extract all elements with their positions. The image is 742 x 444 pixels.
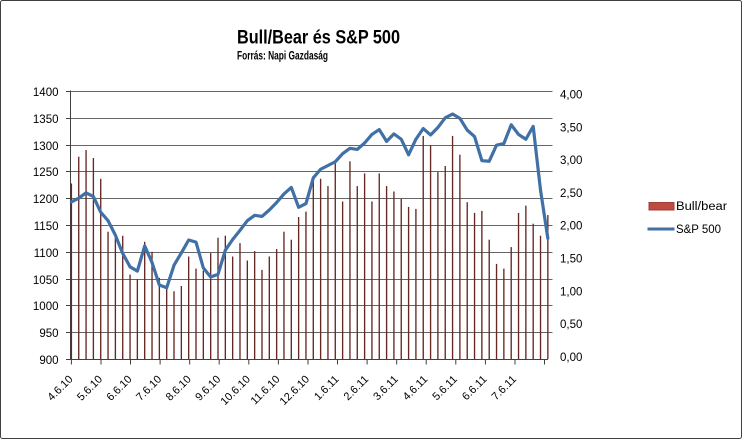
svg-text:1400: 1400	[33, 87, 59, 99]
svg-text:Bull/Bear és S&P 500: Bull/Bear és S&P 500	[237, 27, 400, 49]
svg-text:1,00: 1,00	[560, 286, 582, 298]
svg-text:1,50: 1,50	[560, 254, 582, 266]
svg-text:Forrás: Napi Gazdaság: Forrás: Napi Gazdaság	[237, 49, 328, 63]
svg-text:3,00: 3,00	[560, 155, 582, 167]
svg-text:Bull/bear: Bull/bear	[676, 201, 727, 213]
svg-text:900: 900	[39, 355, 58, 367]
svg-text:950: 950	[39, 328, 58, 340]
svg-text:1350: 1350	[33, 114, 59, 126]
svg-text:3,50: 3,50	[560, 122, 582, 134]
svg-text:2,50: 2,50	[560, 188, 582, 200]
svg-text:0,50: 0,50	[560, 319, 582, 331]
svg-text:1150: 1150	[34, 221, 59, 233]
svg-text:1100: 1100	[34, 248, 59, 260]
svg-text:1300: 1300	[33, 141, 59, 153]
svg-text:4,00: 4,00	[560, 90, 582, 102]
svg-text:S&P 500: S&P 500	[676, 224, 721, 236]
svg-text:1000: 1000	[33, 301, 59, 313]
svg-text:1050: 1050	[33, 275, 59, 287]
svg-text:1250: 1250	[33, 167, 59, 179]
svg-text:2,00: 2,00	[560, 221, 582, 233]
svg-text:1200: 1200	[33, 194, 59, 206]
svg-text:0,00: 0,00	[560, 352, 582, 364]
